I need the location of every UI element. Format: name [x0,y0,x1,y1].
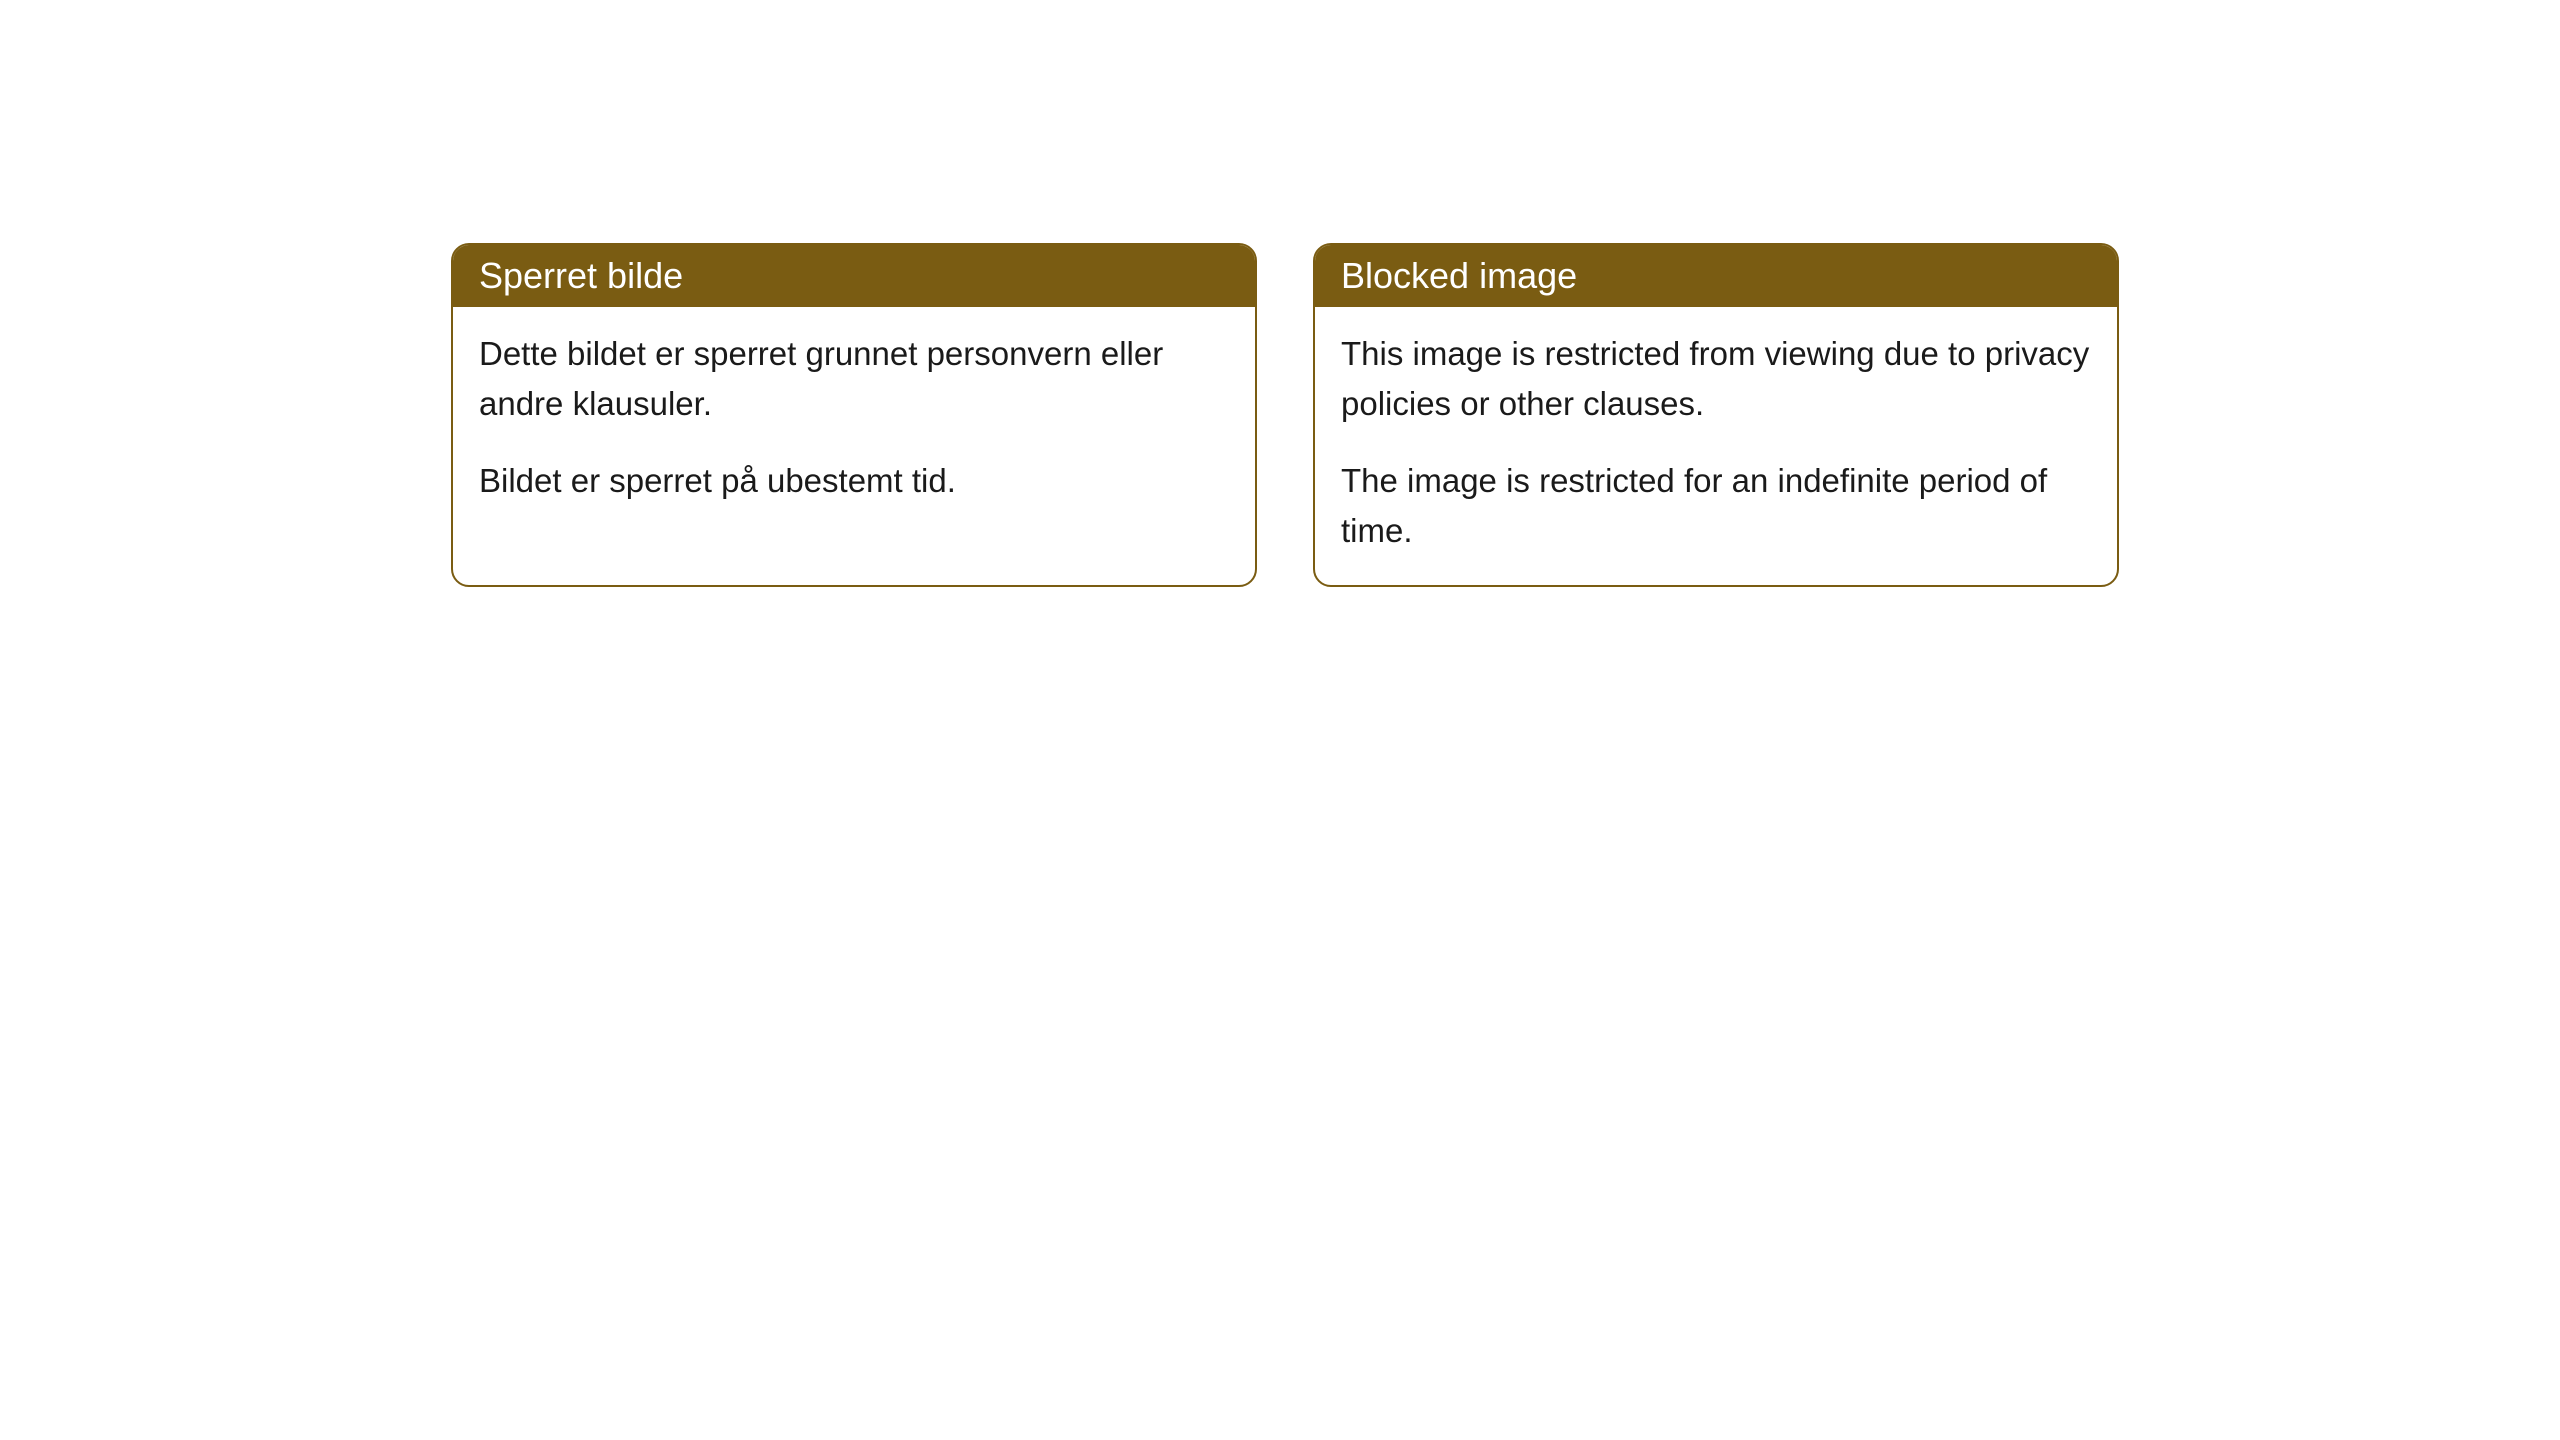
notice-paragraph: The image is restricted for an indefinit… [1341,456,2091,555]
notice-header: Blocked image [1315,245,2117,307]
notice-card-english: Blocked image This image is restricted f… [1313,243,2119,587]
notice-container: Sperret bilde Dette bildet er sperret gr… [451,243,2119,587]
notice-paragraph: This image is restricted from viewing du… [1341,329,2091,428]
notice-body: This image is restricted from viewing du… [1315,307,2117,585]
notice-card-norwegian: Sperret bilde Dette bildet er sperret gr… [451,243,1257,587]
notice-paragraph: Dette bildet er sperret grunnet personve… [479,329,1229,428]
notice-paragraph: Bildet er sperret på ubestemt tid. [479,456,1229,506]
notice-body: Dette bildet er sperret grunnet personve… [453,307,1255,536]
notice-header: Sperret bilde [453,245,1255,307]
